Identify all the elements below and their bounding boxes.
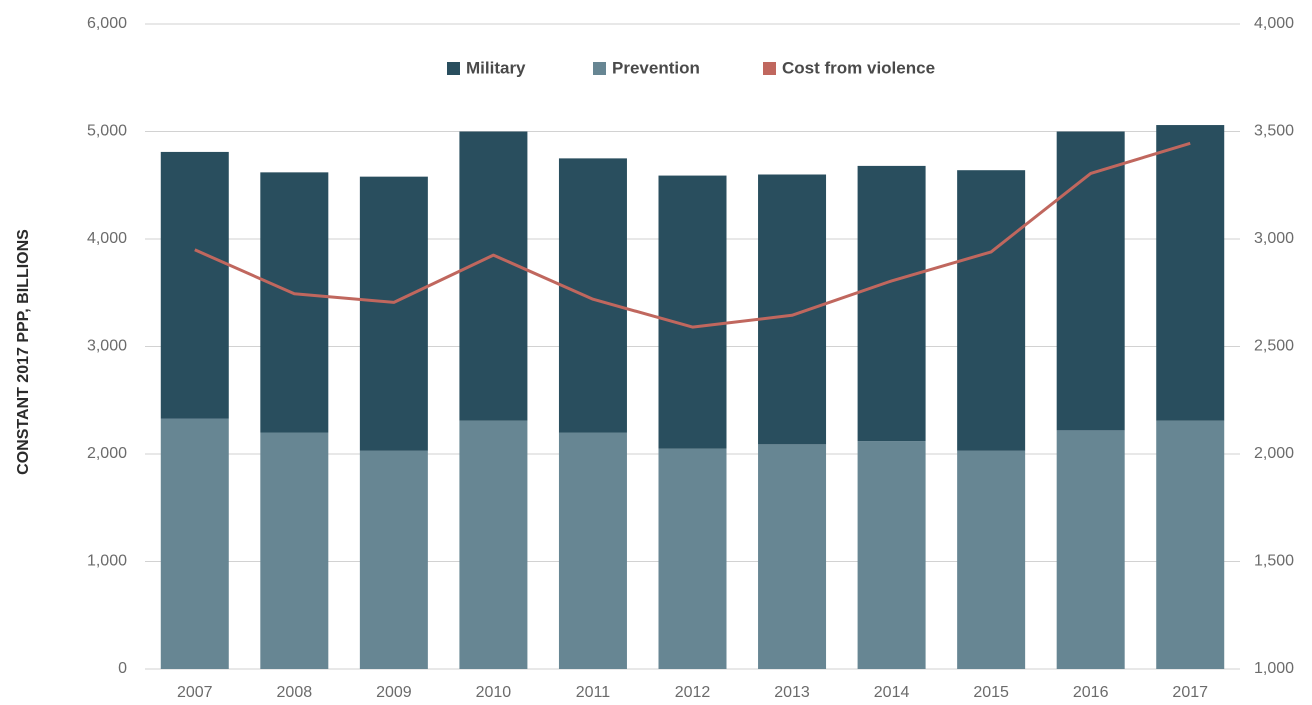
left-tick-label: 5,000 xyxy=(87,123,127,140)
bar-military-2009 xyxy=(359,176,428,451)
right-tick-label: 2,500 xyxy=(1254,338,1294,355)
x-tick-label: 2013 xyxy=(774,684,810,701)
left-tick-label: 6,000 xyxy=(87,15,127,32)
left-tick-label: 0 xyxy=(118,660,127,677)
right-tick-label: 3,000 xyxy=(1254,230,1294,247)
bars xyxy=(160,125,1225,669)
bar-military-2016 xyxy=(1056,131,1125,431)
bar-prevention-2008 xyxy=(260,432,329,669)
bar-military-2010 xyxy=(459,131,528,421)
x-tick-label: 2009 xyxy=(376,684,412,701)
left-axis-ticks: 0 1,000 2,000 3,000 4,000 5,000 6,000 xyxy=(87,15,127,677)
legend-swatch-prevention xyxy=(593,62,606,75)
bar-prevention-2007 xyxy=(160,418,229,669)
legend-label-cost-from-violence: Cost from violence xyxy=(782,58,935,77)
bar-military-2007 xyxy=(160,151,229,419)
right-tick-label: 3,500 xyxy=(1254,123,1294,140)
bar-military-2012 xyxy=(658,175,727,449)
bar-military-2008 xyxy=(260,172,329,433)
right-tick-label: 2,000 xyxy=(1254,445,1294,462)
bar-prevention-2010 xyxy=(459,420,528,669)
bar-prevention-2016 xyxy=(1056,430,1125,669)
bar-prevention-2012 xyxy=(658,448,727,669)
bar-prevention-2009 xyxy=(359,450,428,669)
bar-prevention-2014 xyxy=(857,441,926,669)
bar-military-2013 xyxy=(758,174,827,445)
x-tick-label: 2017 xyxy=(1172,684,1208,701)
x-tick-label: 2012 xyxy=(675,684,711,701)
right-tick-label: 1,000 xyxy=(1254,660,1294,677)
legend-label-military: Military xyxy=(466,58,526,77)
series-line-cost-from-violence xyxy=(194,141,1191,329)
legend-swatch-cost-from-violence xyxy=(763,62,776,75)
bar-military-2011 xyxy=(558,158,627,433)
bar-military-2017 xyxy=(1156,125,1225,421)
left-tick-label: 3,000 xyxy=(87,338,127,355)
x-tick-label: 2014 xyxy=(874,684,910,701)
legend-label-prevention: Prevention xyxy=(612,58,700,77)
legend: Military Prevention Cost from violence xyxy=(447,58,935,77)
right-tick-label: 4,000 xyxy=(1254,15,1294,32)
bar-military-2015 xyxy=(957,170,1026,451)
x-tick-label: 2011 xyxy=(576,684,611,701)
left-tick-label: 2,000 xyxy=(87,445,127,462)
left-tick-label: 4,000 xyxy=(87,230,127,247)
bar-prevention-2015 xyxy=(957,450,1026,669)
bar-military-2014 xyxy=(857,165,926,442)
right-axis-ticks: 1,000 1,500 2,000 2,500 3,000 3,500 4,000 xyxy=(1254,15,1294,677)
x-tick-label: 2007 xyxy=(177,684,213,701)
x-axis-ticks: 2007 2008 2009 2010 2011 2012 2013 2014 2015 2016… xyxy=(177,684,1208,701)
left-tick-label: 1,000 xyxy=(87,553,127,570)
x-tick-label: 2010 xyxy=(476,684,512,701)
x-tick-label: 2015 xyxy=(973,684,1009,701)
right-tick-label: 1,500 xyxy=(1254,553,1294,570)
x-tick-label: 2016 xyxy=(1073,684,1109,701)
x-tick-label: 2008 xyxy=(277,684,313,701)
bar-prevention-2011 xyxy=(558,432,627,669)
legend-swatch-military xyxy=(447,62,460,75)
bar-prevention-2017 xyxy=(1156,420,1225,669)
left-axis-title: CONSTANT 2017 PPP, BILLIONS xyxy=(15,229,32,475)
bar-prevention-2013 xyxy=(758,444,827,669)
